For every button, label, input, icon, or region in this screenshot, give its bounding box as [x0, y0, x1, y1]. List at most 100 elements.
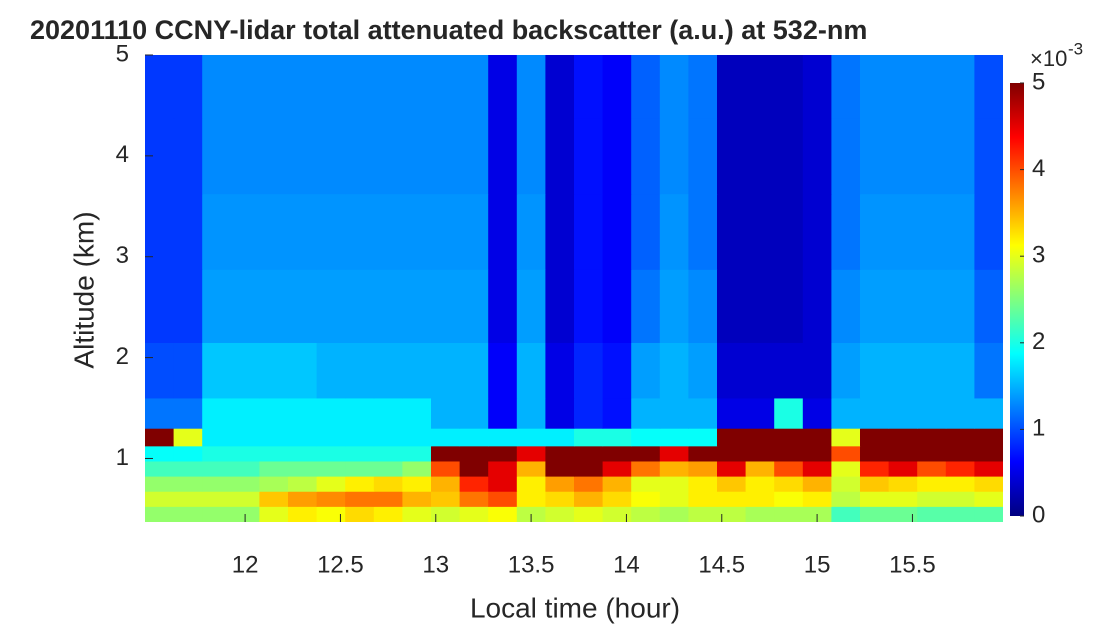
heatmap-cell — [888, 193, 918, 270]
heatmap-cell — [345, 460, 375, 477]
heatmap-cell — [831, 460, 861, 477]
heatmap-cell — [659, 476, 689, 492]
heatmap-cell — [173, 506, 203, 522]
y-tick-label: 4 — [116, 141, 129, 168]
heatmap-cell — [888, 506, 918, 522]
heatmap-cell — [917, 445, 947, 462]
y-tick-label: 3 — [116, 242, 129, 269]
heatmap-cell — [373, 428, 403, 447]
heatmap-cell — [917, 342, 947, 399]
heatmap-cell — [917, 428, 947, 447]
heatmap-cell — [860, 342, 890, 399]
heatmap-cell — [917, 269, 947, 343]
heatmap-cell — [202, 55, 232, 119]
heatmap-cell — [459, 460, 489, 477]
heatmap-cell — [402, 193, 432, 270]
heatmap-cell — [202, 193, 232, 270]
heatmap-cell — [516, 118, 546, 195]
heatmap-cell — [802, 476, 832, 492]
heatmap-cell — [574, 193, 604, 270]
heatmap-cell — [431, 397, 461, 429]
heatmap-cell — [259, 193, 289, 270]
heatmap-cell — [316, 445, 346, 462]
heatmap-cell — [545, 428, 575, 447]
heatmap-cell — [860, 506, 890, 522]
heatmap-cell — [173, 397, 203, 429]
heatmap-cell — [802, 193, 832, 270]
heatmap-cell — [717, 428, 747, 447]
heatmap-cell — [173, 428, 203, 447]
heatmap-cell — [431, 476, 461, 492]
heatmap-cell — [259, 445, 289, 462]
heatmap-cell — [631, 193, 661, 270]
heatmap-cell — [345, 506, 375, 522]
heatmap-cell — [688, 428, 718, 447]
heatmap-cell — [717, 460, 747, 477]
x-tick-label: 12.5 — [317, 551, 364, 578]
heatmap-cell — [688, 460, 718, 477]
heatmap-cell — [545, 55, 575, 119]
heatmap-cell — [745, 445, 775, 462]
heatmap-cell — [917, 397, 947, 429]
heatmap-cell — [574, 460, 604, 477]
heatmap-cell — [288, 445, 318, 462]
heatmap-cell — [516, 55, 546, 119]
heatmap-cell — [888, 491, 918, 507]
heatmap-cell — [431, 506, 461, 522]
heatmap-cell — [545, 397, 575, 429]
heatmap-cell — [860, 397, 890, 429]
heatmap-cell — [717, 491, 747, 507]
heatmap-cell — [974, 428, 1003, 447]
heatmap-cell — [230, 476, 260, 492]
heatmap-cell — [888, 397, 918, 429]
heatmap-cell — [631, 445, 661, 462]
heatmap-cell — [345, 269, 375, 343]
heatmap-cell — [316, 55, 346, 119]
heatmap-cell — [574, 118, 604, 195]
heatmap-cell — [888, 476, 918, 492]
heatmap-cell — [545, 193, 575, 270]
heatmap-cell — [259, 269, 289, 343]
heatmap-cell — [316, 460, 346, 477]
heatmap-cell — [431, 445, 461, 462]
heatmap-cell — [574, 397, 604, 429]
heatmap-cell — [917, 506, 947, 522]
heatmap-cell — [659, 342, 689, 399]
heatmap-cell — [860, 491, 890, 507]
heatmap-cell — [602, 460, 632, 477]
heatmap-cell — [974, 269, 1003, 343]
heatmap-cell — [202, 428, 232, 447]
heatmap-cell — [202, 342, 232, 399]
colorbar-tick-label: 0 — [1032, 501, 1045, 528]
heatmap-cell — [774, 55, 804, 119]
heatmap-cell — [688, 445, 718, 462]
heatmap-cell — [488, 269, 518, 343]
heatmap-cell — [974, 506, 1003, 522]
heatmap-cell — [860, 428, 890, 447]
y-axis-label: Altitude (km) — [68, 211, 99, 368]
heatmap-cell — [945, 342, 975, 399]
heatmap-cell — [974, 193, 1003, 270]
heatmap-cell — [745, 476, 775, 492]
heatmap-cell — [802, 55, 832, 119]
y-tick-label: 2 — [116, 343, 129, 370]
heatmap-cell — [230, 445, 260, 462]
heatmap-cell — [230, 193, 260, 270]
heatmap-cell — [145, 476, 175, 492]
heatmap-cell — [173, 476, 203, 492]
heatmap-cell — [860, 55, 890, 119]
heatmap-cell — [316, 118, 346, 195]
heatmap-cell — [259, 476, 289, 492]
heatmap-cell — [288, 428, 318, 447]
heatmap-cell — [516, 428, 546, 447]
chart-title: 20201110 CCNY-lidar total attenuated bac… — [30, 15, 867, 45]
heatmap-cell — [488, 506, 518, 522]
heatmap-cell — [259, 491, 289, 507]
heatmap-cell — [488, 193, 518, 270]
heatmap-cell — [774, 118, 804, 195]
heatmap-cell — [688, 342, 718, 399]
heatmap-cell — [259, 460, 289, 477]
heatmap-cell — [860, 118, 890, 195]
heatmap-cell — [316, 506, 346, 522]
